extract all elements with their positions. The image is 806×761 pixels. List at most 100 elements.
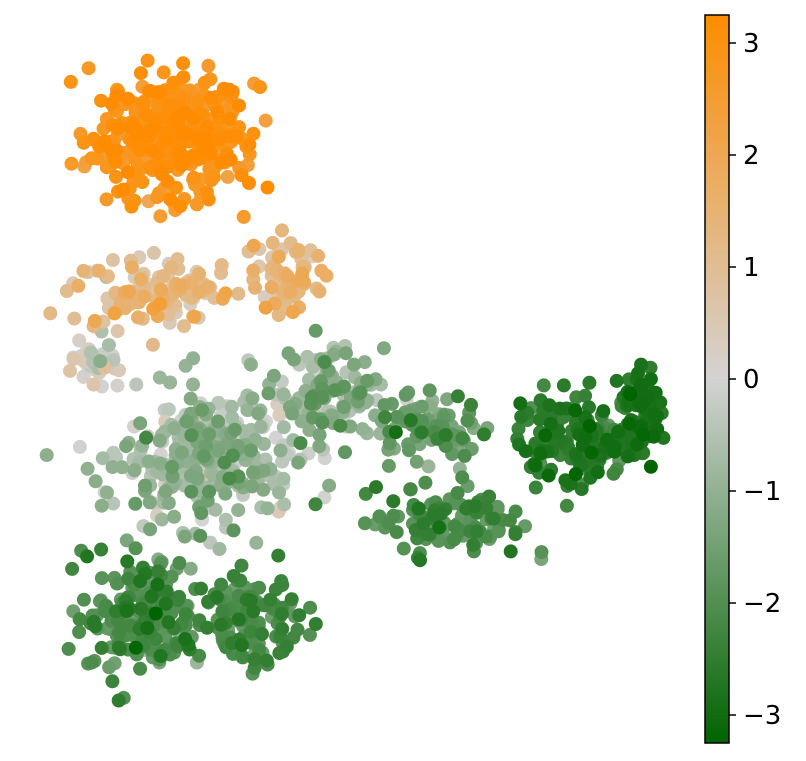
scatter-point [388,425,403,440]
scatter-point [150,190,165,205]
scatter-point [422,527,437,542]
scatter-point [398,387,413,402]
scatter-point [413,553,427,568]
scatter-point [338,445,352,460]
scatter-point [636,427,651,442]
scatter-point [222,111,237,126]
scatter-point [312,439,327,454]
scatter-point [292,608,307,623]
scatter-point [76,592,91,607]
scatter-point [631,366,645,381]
scatter-point [245,479,259,494]
scatter-point [90,151,105,166]
scatter-point [242,137,257,152]
scatter-point [116,182,131,197]
scatter-point [232,98,246,113]
scatter-point [102,660,117,675]
scatter-point [533,446,548,461]
scatter-point [274,574,289,589]
scatter-point [265,235,280,250]
scatter-point [142,495,157,510]
scatter-point [203,90,218,105]
scatter-point [119,439,134,454]
colorbar-tick-label: −2 [743,589,781,619]
scatter-point [568,403,583,418]
scatter-point [236,209,251,224]
scatter-point [382,436,397,451]
scatter-point [477,427,491,442]
scatter-point [165,459,180,474]
scatter-point [190,93,205,108]
scatter-point [281,346,296,361]
scatter-point [222,471,237,486]
scatter-point [285,406,300,421]
scatter-point [220,169,235,184]
scatter-point [190,131,205,146]
scatter-point [231,503,246,518]
scatter-point [164,260,179,275]
scatter-point [99,192,114,207]
scatter-point [76,369,91,384]
scatter-point [455,470,470,485]
scatter-point [91,263,106,278]
scatter-point [386,508,401,523]
scatter-point [502,513,517,528]
scatter-point [227,422,242,437]
scatter-point [231,612,246,627]
scatter-point [210,104,225,119]
scatter-point [133,416,148,431]
scatter-point [120,554,135,569]
scatter-point [635,396,650,411]
scatter-point [186,351,201,366]
scatter-point [131,310,145,325]
scatter-point [609,373,624,388]
scatter-point [411,501,426,516]
scatter-point [108,154,123,169]
scatter-point [534,545,549,560]
scatter-point [83,345,98,360]
scatter-point [145,143,160,158]
scatter-point [490,499,505,514]
scatter-point [161,615,176,630]
scatter-point [275,223,289,238]
scatter-point [403,413,418,428]
scatter-point [274,607,289,621]
scatter-point [218,286,233,301]
scatter-point [260,180,275,195]
scatter-point [245,391,260,406]
scatter-point [246,263,261,278]
scatter-point [486,511,501,526]
scatter-point [94,498,109,513]
scatter-point [211,414,226,429]
scatter-point [72,625,87,639]
scatter-point [322,478,337,493]
scatter-point [201,58,216,73]
scatter-point [153,296,167,311]
scatter-point [558,473,573,488]
scatter-point [312,284,327,299]
scatter-point [634,377,649,392]
scatter-point [468,499,482,514]
scatter-point [532,412,547,427]
scatter-point [284,592,299,607]
scatter-point [283,284,298,299]
scatter-point [150,577,165,592]
scatter-point [347,357,361,372]
scatter-point [242,176,256,190]
scatter-point [327,347,341,362]
scatter-point [381,458,396,473]
scatter-point [590,465,605,480]
scatter-point [153,209,168,224]
scatter-point [177,529,192,544]
scatter-point [167,421,182,436]
scatter-point [124,199,139,214]
scatter-point [378,410,392,425]
scatter-point [226,523,241,538]
scatter-point [503,544,518,559]
scatter-point [259,653,274,668]
scatter-point [161,307,176,322]
scatter-point [105,253,120,267]
scatter-point [357,355,372,370]
scatter-point [86,377,101,392]
scatter-point [464,397,478,412]
